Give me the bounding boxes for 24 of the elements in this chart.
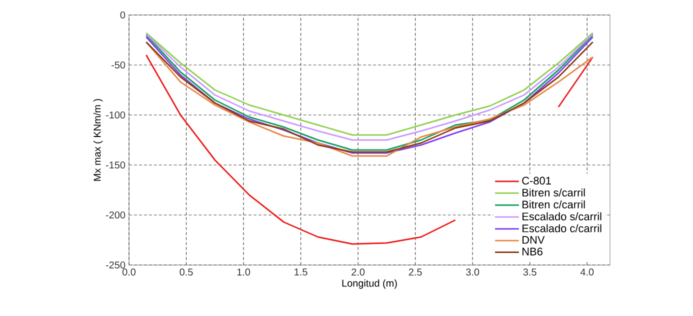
x-tick-label: 0.5 [180,268,193,276]
x-tick-label: 1.5 [294,268,308,276]
x-tick-label: 2.5 [408,268,422,276]
y-tick-label: -150 [106,161,126,169]
y-tick-label: -200 [106,211,126,219]
x-tick-label: 1.0 [237,268,250,276]
legend-label: Escalado s/carril [522,212,602,220]
y-tick-label: -100 [106,111,126,119]
x-tick-label: 0.0 [122,268,136,276]
legend-label: C-801 [522,176,551,185]
x-tick-label: 4.0 [580,268,594,276]
legend-label: Bitren c/carril [522,200,585,208]
legend-label: NB6 [522,248,542,256]
legend-label: DNV [522,236,545,244]
x-tick-label: 2.0 [352,268,365,276]
y-tick-label: -250 [106,261,126,269]
y-tick-label: -50 [112,61,126,69]
legend-label: Bitren s/carril [522,188,585,196]
x-tick-label: 3.5 [523,268,536,276]
x-tick-label: 3.0 [466,268,480,276]
x-axis-title: Longitud (m) [342,279,397,289]
y-tick-label: 0 [120,11,126,19]
legend-label: Escalado c/carril [522,224,602,232]
y-axis-title: Mx max ( KNm/m ) [93,99,103,181]
